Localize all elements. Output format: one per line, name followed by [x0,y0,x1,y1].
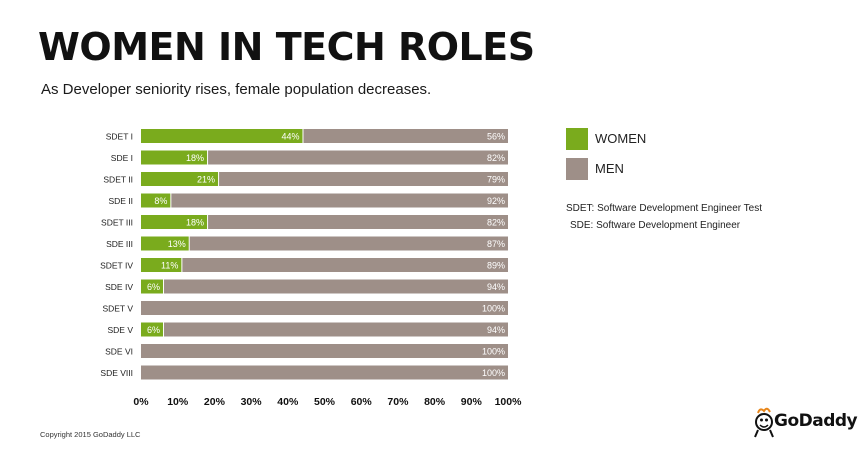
x-tick-label: 10% [167,396,189,408]
category-label: SDE VI [105,347,133,357]
data-label-men: 89% [487,261,505,271]
data-label-women: 6% [147,325,160,335]
legend-label-women: WOMEN [595,131,647,146]
category-label: SDE III [106,239,133,249]
data-label-men: 87% [487,239,505,249]
godaddy-mascot-icon [754,407,774,438]
x-tick-label: 80% [424,396,446,408]
bar-men [208,150,508,165]
bar-men [141,344,508,358]
x-tick-label: 40% [277,396,299,408]
x-tick-label: 50% [314,396,336,408]
category-label: SDE I [111,153,133,163]
godaddy-logo: GoDaddy [752,403,858,439]
bar-men [171,193,509,208]
bar-women [141,193,171,208]
category-label: SDET IV [100,261,133,271]
bar-women [141,129,303,143]
bar-men [141,301,508,315]
category-label: SDET II [103,175,133,185]
data-label-women: 18% [186,218,204,228]
category-label: SDE II [108,196,133,206]
data-label-men: 82% [487,153,505,163]
x-tick-label: 20% [204,396,226,408]
bar-men [164,322,508,337]
note-sde-definition: SDE: Software Development Engineer [570,220,741,231]
bar-women [141,215,208,229]
page-subtitle: As Developer seniority rises, female pop… [41,81,432,98]
note-sdet-definition: SDET: Software Development Engineer Test [566,203,763,214]
category-label: SDET I [106,132,133,142]
legend-swatch-women [566,128,588,150]
data-label-women: 44% [281,132,299,142]
bar-women [141,279,164,294]
category-label: SDET V [102,304,133,314]
data-label-men: 100% [482,347,505,357]
category-label: SDE IV [105,282,133,292]
legend-swatch-men [566,158,588,180]
data-label-men: 94% [487,325,505,335]
data-label-women: 18% [186,153,204,163]
bar-women [141,236,189,251]
data-label-women: 11% [161,261,178,271]
data-label-women: 8% [154,196,167,206]
bar-men [219,172,508,186]
godaddy-logo-text: GoDaddy [774,411,858,431]
bar-men [141,365,508,380]
x-tick-label: 70% [387,396,409,408]
bar-women [141,172,219,186]
category-label: SDE VIII [100,368,133,378]
x-tick-label: 60% [351,396,373,408]
bar-men [303,129,508,143]
x-tick-label: 90% [461,396,483,408]
data-label-men: 82% [487,218,505,228]
data-label-women: 21% [197,175,215,185]
data-label-men: 79% [487,175,505,185]
data-label-men: 92% [487,196,505,206]
x-tick-label: 30% [241,396,263,408]
x-tick-label: 100% [495,396,523,408]
data-label-women: 6% [147,282,160,292]
bar-women [141,258,182,272]
copyright-text: Copyright 2015 GoDaddy LLC [40,430,141,439]
data-label-women: 13% [168,239,186,249]
category-label: SDET III [101,218,133,228]
bar-women [141,322,164,337]
legend-label-men: MEN [595,161,624,176]
data-label-men: 100% [482,304,505,314]
page-title: WOMEN IN TECH ROLES [38,25,535,69]
bar-men [164,279,508,294]
bar-men [182,258,508,272]
bar-men [189,236,508,251]
data-label-men: 56% [487,132,505,142]
data-label-men: 100% [482,368,505,378]
x-tick-label: 0% [133,396,149,408]
bar-women [141,150,208,165]
data-label-men: 94% [487,282,505,292]
category-label: SDE V [107,325,133,335]
bar-men [208,215,508,229]
